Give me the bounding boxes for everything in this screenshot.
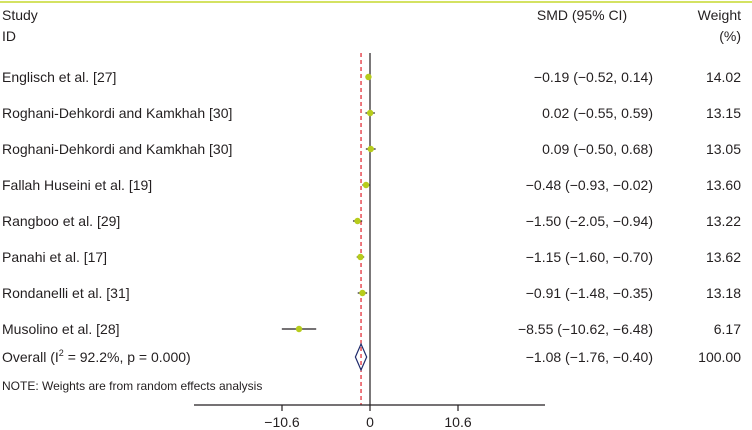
study-ci-text: 0.02 (−0.55, 0.59) xyxy=(542,105,653,121)
overall-label-sup: 2 xyxy=(59,348,64,358)
study-point xyxy=(359,289,366,297)
study-label: Panahi et al. [17] xyxy=(2,249,107,265)
study-label: Rondanelli et al. [31] xyxy=(2,285,130,301)
study-point xyxy=(357,253,364,261)
study-weight: 13.05 xyxy=(706,141,741,157)
overall-ci: −1.08 (−1.76, −0.40) xyxy=(526,349,653,365)
study-label: Roghani-Dehkordi and Kamkhah [30] xyxy=(2,105,232,121)
study-weight: 13.62 xyxy=(706,249,741,265)
study-label: Fallah Huseini et al. [19] xyxy=(2,177,152,193)
overall-label-suffix: = 92.2%, p = 0.000) xyxy=(64,349,191,365)
study-ci-text: −1.50 (−2.05, −0.94) xyxy=(526,213,653,229)
x-tick-label: 10.6 xyxy=(444,414,471,430)
study-label: Roghani-Dehkordi and Kamkhah [30] xyxy=(2,141,232,157)
overall-diamond xyxy=(354,342,368,372)
study-weight: 13.60 xyxy=(706,177,741,193)
study-ci-text: −8.55 (−10.62, −6.48) xyxy=(518,321,653,337)
study-point xyxy=(354,217,361,225)
study-weight: 6.17 xyxy=(714,321,741,337)
x-tick-label: 0 xyxy=(366,414,374,430)
header-weight-unit: (%) xyxy=(719,28,741,44)
study-point xyxy=(367,145,374,153)
study-point xyxy=(362,181,370,189)
study-label: Englisch et al. [27] xyxy=(2,69,116,85)
overall-label: Overall (I2 = 92.2%, p = 0.000) xyxy=(2,348,191,365)
study-weight: 13.15 xyxy=(706,105,741,121)
study-ci-text: −0.91 (−1.48, −0.35) xyxy=(526,285,653,301)
study-weight: 13.18 xyxy=(706,285,741,301)
overall-label-prefix: Overall (I xyxy=(2,349,59,365)
study-label: Musolino et al. [28] xyxy=(2,321,120,337)
study-ci-text: −1.15 (−1.60, −0.70) xyxy=(526,249,653,265)
study-ci-text: 0.09 (−0.50, 0.68) xyxy=(542,141,653,157)
header-id: ID xyxy=(2,28,16,44)
study-label: Rangboo et al. [29] xyxy=(2,213,120,229)
header-study: Study xyxy=(2,7,38,23)
weights-note: NOTE: Weights are from random effects an… xyxy=(2,379,262,393)
study-ci-text: −0.48 (−0.93, −0.02) xyxy=(526,177,653,193)
study-point xyxy=(365,73,372,81)
x-tick-label: −10.6 xyxy=(264,414,300,430)
header-smd: SMD (95% CI) xyxy=(537,7,627,23)
study-weight: 13.22 xyxy=(706,213,741,229)
study-point xyxy=(366,109,374,117)
study-ci-text: −0.19 (−0.52, 0.14) xyxy=(534,69,653,85)
header-weight: Weight xyxy=(698,7,741,23)
study-point xyxy=(295,325,303,333)
study-weight: 14.02 xyxy=(706,69,741,85)
overall-weight: 100.00 xyxy=(698,349,741,365)
